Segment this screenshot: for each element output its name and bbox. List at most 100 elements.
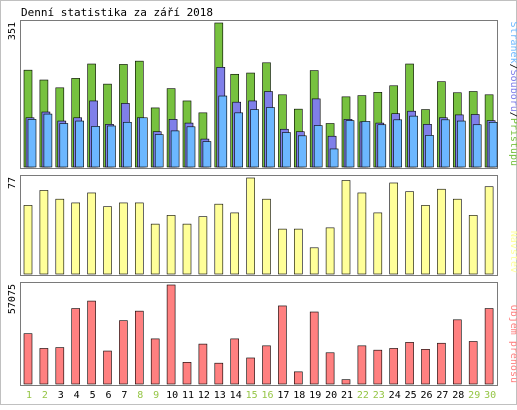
x-label-day-20: 20: [325, 390, 337, 401]
bar-traffic-s2-d4: [75, 120, 84, 168]
x-label-day-4: 4: [74, 390, 80, 401]
bar-visits-s0-d16: [262, 198, 271, 275]
bar-kbytes-s0-d17: [278, 305, 287, 385]
x-label-day-1: 1: [26, 390, 32, 401]
bar-kbytes-s0-d5: [87, 300, 96, 385]
x-label-day-23: 23: [373, 390, 385, 401]
bar-visits-s0-d2: [39, 190, 49, 275]
bar-kbytes-s0-d30: [484, 308, 494, 385]
bar-kbytes-s0-d2: [39, 348, 49, 385]
legend-item-traffic-1: Souborů: [508, 70, 517, 112]
bar-traffic-s2-d7: [123, 121, 132, 168]
bar-traffic-s2-d21: [345, 120, 355, 168]
bar-traffic-s2-d1: [27, 119, 37, 168]
bar-traffic-s2-d30: [488, 121, 498, 168]
bar-traffic-s2-d29: [472, 124, 482, 168]
bar-traffic-s2-d5: [91, 126, 100, 168]
bar-visits-s0-d25: [405, 191, 414, 275]
bar-kbytes-s0-d6: [103, 350, 112, 385]
x-label-day-19: 19: [309, 390, 321, 401]
bar-kbytes-s0-d12: [198, 343, 208, 385]
bar-traffic-s2-d19: [313, 125, 323, 168]
bar-traffic-s2-d10: [170, 130, 180, 168]
bar-traffic-s2-d15: [250, 109, 259, 168]
bar-visits-s0-d30: [484, 186, 494, 275]
bar-visits-s0-d15: [246, 177, 255, 275]
x-label-day-15: 15: [246, 390, 258, 401]
bar-visits-s0-d7: [119, 202, 128, 275]
bar-traffic-s2-d25: [409, 115, 418, 168]
x-label-day-12: 12: [198, 390, 210, 401]
bar-kbytes-s0-d19: [309, 311, 319, 385]
bar-visits-s0-d13: [214, 203, 224, 275]
panel-frame-visits: [20, 175, 498, 276]
ymax-label-kbytes: 57075: [7, 284, 18, 314]
bar-visits-s0-d11: [182, 223, 192, 275]
legend-item-traffic-2: Přístupů: [508, 118, 517, 166]
x-label-day-2: 2: [42, 390, 48, 401]
bar-traffic-s2-d12: [202, 141, 212, 168]
panel-visits: 77 Návštěv: [7, 175, 517, 276]
x-label-day-25: 25: [405, 390, 417, 401]
x-label-day-7: 7: [121, 390, 127, 401]
bar-kbytes-s0-d20: [325, 352, 335, 385]
bar-visits-s0-d28: [452, 198, 462, 275]
bar-kbytes-s0-d14: [230, 338, 239, 385]
bar-visits-s0-d18: [293, 228, 303, 275]
bar-visits-s0-d23: [373, 212, 383, 275]
bar-traffic-s2-d3: [59, 123, 69, 168]
bar-kbytes-s0-d11: [182, 362, 192, 385]
bar-kbytes-s0-d25: [405, 342, 414, 385]
x-label-day-11: 11: [182, 390, 194, 401]
bar-traffic-s2-d17: [282, 132, 291, 168]
x-label-day-6: 6: [105, 390, 111, 401]
bar-visits-s0-d17: [278, 228, 287, 275]
bar-kbytes-s0-d29: [468, 341, 478, 385]
bar-visits-s0-d1: [23, 205, 33, 275]
bar-traffic-s2-d20: [329, 148, 339, 168]
x-label-day-28: 28: [452, 390, 464, 401]
x-label-day-13: 13: [214, 390, 226, 401]
bar-visits-s0-d19: [309, 247, 319, 275]
bar-traffic-s2-d23: [377, 124, 387, 168]
bar-traffic-s2-d26: [425, 135, 434, 168]
bar-kbytes-s0-d8: [135, 310, 144, 385]
bar-traffic-s2-d24: [393, 119, 403, 168]
ymax-label-visits: 77: [7, 177, 18, 189]
x-label-day-3: 3: [58, 390, 64, 401]
ymax-label-traffic: 351: [7, 22, 18, 40]
bar-kbytes-s0-d26: [421, 349, 430, 385]
bar-kbytes-s0-d21: [341, 379, 351, 385]
x-axis-labels: 1 2 3 4 5 6 7 8 9 10 11 12 13 14 15 16 17 18 19 20 21 22 23 24 2…: [26, 390, 496, 401]
x-label-day-14: 14: [230, 390, 242, 401]
bar-visits-s0-d22: [357, 192, 367, 275]
bar-traffic-s2-d6: [107, 125, 116, 168]
bar-kbytes-s0-d27: [437, 342, 446, 385]
bar-visits-s0-d4: [71, 202, 80, 275]
bar-traffic-s2-d28: [456, 120, 466, 168]
chart-title: Denní statistika za září 2018: [21, 6, 213, 19]
bar-kbytes-s0-d15: [246, 357, 255, 385]
bar-traffic-s2-d22: [361, 121, 371, 168]
bar-kbytes-s0-d1: [23, 333, 33, 385]
bar-traffic-s2-d13: [218, 95, 228, 168]
bar-kbytes-s0-d28: [452, 319, 462, 385]
bar-traffic-s2-d11: [186, 126, 196, 168]
x-label-day-9: 9: [153, 390, 159, 401]
x-label-day-10: 10: [166, 390, 178, 401]
legend-item-traffic-0: Stránek: [508, 21, 517, 63]
bar-visits-s0-d3: [55, 198, 65, 275]
bar-visits-s0-d8: [135, 202, 144, 275]
legend-separator: /: [508, 64, 517, 70]
bar-visits-s0-d26: [421, 205, 430, 275]
bar-visits-s0-d6: [103, 206, 112, 275]
x-label-day-21: 21: [341, 390, 353, 401]
panels-layer: 351Stránek/Souborů/Přístupů77Návštěv5707…: [7, 20, 517, 386]
panel-kbytes: 57075 Objem přenosu: [7, 282, 517, 386]
bar-kbytes-s0-d10: [166, 284, 176, 385]
legend-item-visits-0: Návštěv: [508, 231, 517, 273]
bar-kbytes-s0-d13: [214, 362, 224, 385]
legend-item-kbytes-0: Objem přenosu: [508, 305, 517, 383]
x-label-day-29: 29: [468, 390, 480, 401]
